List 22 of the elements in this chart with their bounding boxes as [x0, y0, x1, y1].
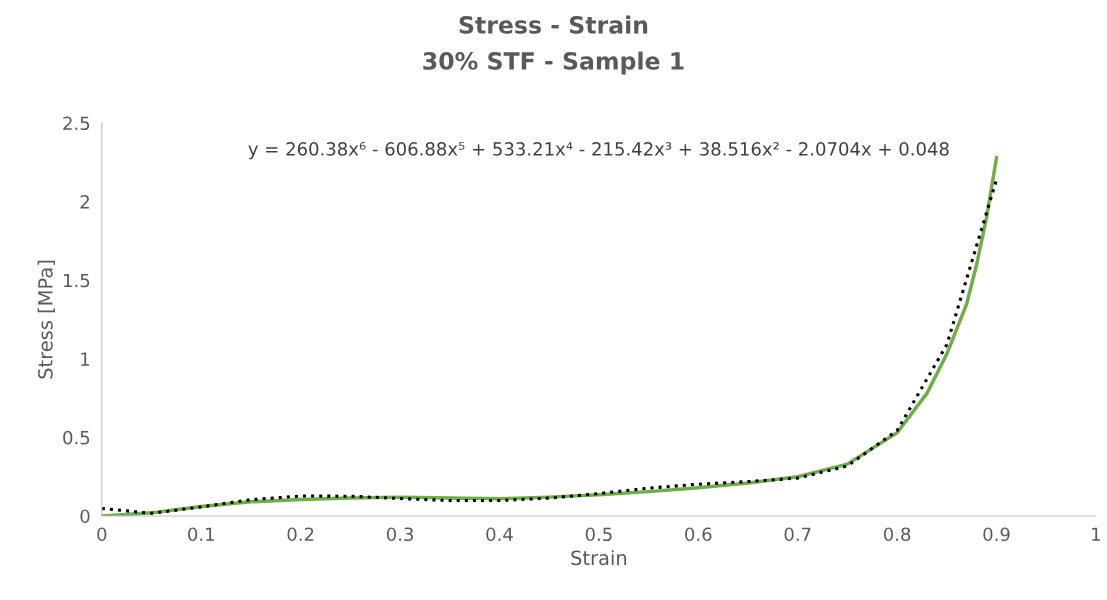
x-axis-title: Strain — [571, 550, 627, 566]
x-tick-label: 0.9 — [983, 527, 1010, 542]
x-tick-label: 0.6 — [685, 527, 712, 542]
y-tick-label: 2 — [80, 195, 89, 209]
x-tick-label: 0 — [97, 527, 107, 542]
y-tick-label: 0 — [80, 509, 90, 524]
chart-subtitle: 30% STF - Sample 1 — [423, 51, 684, 75]
chart-title: Stress - Strain — [459, 15, 648, 34]
x-tick-label: 0.4 — [486, 527, 513, 542]
x-tick-label: 1 — [1092, 527, 1101, 541]
y-axis-title: Stress [MPa] — [37, 260, 55, 379]
x-tick-label: 0.8 — [883, 527, 911, 542]
y-tick-label: 0.5 — [63, 430, 90, 445]
x-tick-label: 0.2 — [287, 527, 314, 542]
y-tick-label: 2.5 — [63, 116, 90, 131]
x-tick-label: 0.5 — [585, 527, 612, 542]
annotation: y = 260.38x⁶ - 606.88x⁵ + 533.21x⁴ - 215.42x³ + 38.516x² - 2.0704x + 0.048 — [248, 142, 949, 160]
x-tick-label: 0.3 — [386, 527, 413, 542]
x-tick-label: 0.1 — [188, 527, 214, 542]
y-tick-label: 1 — [81, 352, 90, 366]
y-tick-label: 1.5 — [64, 273, 90, 288]
x-tick-label: 0.7 — [784, 527, 811, 542]
